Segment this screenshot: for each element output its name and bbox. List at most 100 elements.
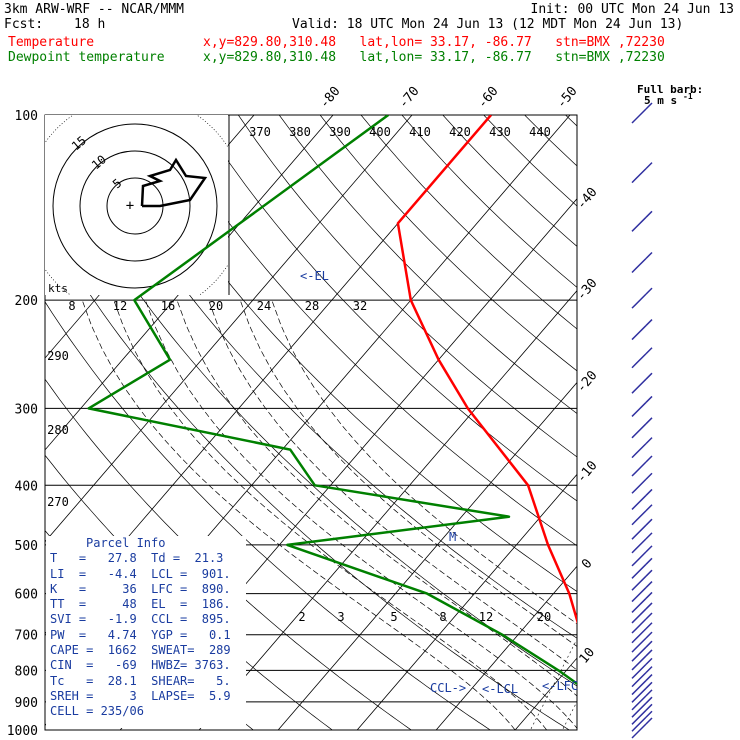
wind-barb (631, 689, 653, 711)
dry-adiabat (483, 115, 577, 207)
wind-barb-shaft (631, 510, 647, 526)
wind-barb-shaft (631, 702, 647, 718)
isotherm (356, 473, 577, 730)
wind-barb-shaft (631, 637, 647, 653)
wind-barb-flag (645, 347, 653, 355)
dry-adiabat (156, 115, 577, 547)
wind-barb-flag (645, 640, 653, 648)
wind-barb-flag (645, 417, 653, 425)
pressure-label: 1000 (7, 724, 38, 739)
dry-adiabat (401, 115, 577, 288)
parcel-info-row: SVI = -1.9 CCL = 895. (50, 612, 231, 627)
wind-barb-flag (645, 488, 653, 496)
pressure-label: 100 (15, 109, 38, 124)
isotherm-label: -70 (396, 84, 423, 112)
level-marker: <-LCL (482, 682, 518, 696)
mixing-ratio-line (562, 700, 577, 730)
wind-barb (631, 569, 653, 591)
dry-adiabat (647, 115, 740, 730)
wind-barb-shaft (631, 663, 647, 679)
parcel-info-row: CIN = -69 HWBZ= 3763. (50, 658, 231, 673)
theta-label: 400 (369, 125, 391, 139)
wind-barb-flag (645, 674, 653, 682)
wind-barb-shaft (631, 655, 647, 671)
wind-barb (631, 372, 653, 394)
mixing-ratio-label: 2 (298, 610, 305, 624)
wind-barb (631, 437, 653, 459)
wind-barb (631, 504, 653, 526)
wind-barb (631, 455, 653, 477)
wind-barb-shaft (631, 353, 647, 369)
wind-barb (631, 287, 653, 309)
hodograph-speed-label: 24 (257, 299, 271, 313)
wind-barb-shaft (631, 608, 647, 624)
dry-adiabat (688, 115, 740, 730)
wind-barb (631, 532, 653, 554)
pressure-label: 800 (15, 664, 38, 679)
isotherm (435, 565, 577, 730)
wind-barb-flag (645, 591, 653, 599)
wind-barb-flag (645, 581, 653, 589)
wind-barb-flag (645, 717, 653, 725)
wind-barb (631, 622, 653, 644)
wind-barb-shaft (631, 563, 647, 579)
wind-barb-flag (645, 395, 653, 403)
mixing-ratio-label: 5 (390, 610, 397, 624)
wind-barb-shaft (631, 478, 647, 494)
wind-barb-shaft (631, 524, 647, 540)
wind-barb-shaft (631, 672, 647, 688)
wind-barb (631, 649, 653, 671)
theta-label: 420 (449, 125, 471, 139)
wind-barb-flag (645, 518, 653, 526)
pressure-label: 900 (15, 696, 38, 711)
wind-barb-flag (645, 557, 653, 565)
theta-label: 390 (329, 125, 351, 139)
parcel-info-rows: T = 27.8 Td = 21.3 LI = -4.4 LCL = 901. K … (46, 551, 246, 719)
parcel-info-row: PW = 4.74 YGP = 0.1 (50, 627, 231, 642)
dry-adiabat (278, 115, 577, 414)
wind-barb (631, 488, 653, 510)
wind-barb-flag (645, 210, 653, 218)
wind-barb (631, 395, 653, 417)
wind-barb-flag (645, 372, 653, 380)
isotherm-label: 0 (579, 556, 596, 572)
wind-barb (631, 472, 653, 494)
wind-barb-shaft (631, 587, 647, 603)
hodograph-panel (45, 115, 228, 295)
wind-barb (631, 640, 653, 662)
wind-barb-flag (645, 251, 653, 259)
temperature-profile (396, 115, 577, 625)
theta-label: 410 (409, 125, 431, 139)
barb-note-title: Full barb: (637, 83, 703, 96)
wind-barb-flag (645, 504, 653, 512)
wind-barb-flag (645, 631, 653, 639)
dry-adiabat (115, 115, 577, 592)
wind-barb-flag (645, 612, 653, 620)
hodograph-speed-label: 28 (305, 299, 319, 313)
parcel-info-row: Tc = 28.1 SHEAR= 5. (50, 673, 231, 688)
wind-barb-shaft (631, 461, 647, 477)
wind-barb-shaft (631, 378, 647, 394)
wind-barb (631, 591, 653, 613)
dry-adiabat (45, 301, 491, 730)
isotherm-label: -10 (574, 458, 601, 486)
wind-barb-flag (645, 455, 653, 463)
pressure-label: 700 (15, 629, 38, 644)
model-title: 3km ARW-WRF -- NCAR/MMM (4, 2, 185, 17)
valid-time: Valid: 18 UTC Mon 24 Jun 13 (12 MDT Mon … (292, 17, 684, 32)
wind-barb (631, 162, 653, 184)
wind-barb-flag (645, 162, 653, 170)
dry-adiabat (319, 115, 577, 372)
moist-adiabat (271, 299, 577, 625)
isotherm-label: -30 (574, 276, 601, 304)
parcel-info-title: Parcel Info (86, 536, 166, 550)
parcel-info-row: TT = 48 EL = 186. (50, 597, 231, 612)
isotherm-label: -80 (317, 84, 344, 112)
temperature-legend: Temperature (8, 35, 95, 50)
hodograph-speed-label: 20 (209, 299, 223, 313)
init-time: Init: 00 UTC Mon 24 Jun 13 (530, 2, 735, 17)
wind-barb-shaft (631, 551, 647, 567)
mixing-ratio-label: 12 (479, 610, 493, 624)
parcel-info-row: LI = -4.4 LCL = 901. (50, 566, 231, 581)
